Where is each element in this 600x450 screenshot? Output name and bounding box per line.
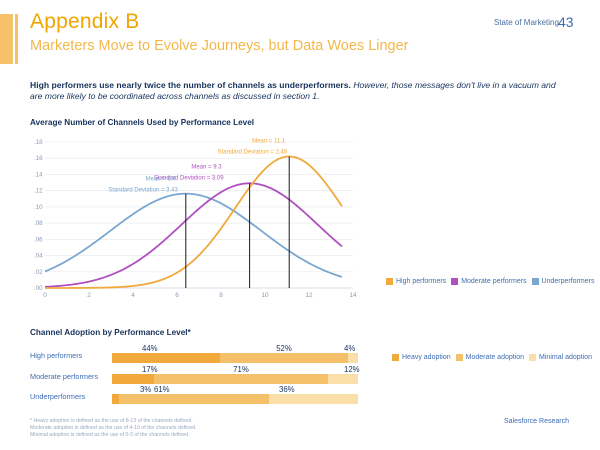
- bar-value-label: 36%: [279, 385, 295, 394]
- x-tick-label: 8: [219, 292, 223, 299]
- footnote-line: Minimal adoption is defined as the use o…: [30, 432, 190, 438]
- accent-bar: [0, 14, 13, 64]
- series-line-high: [44, 155, 343, 289]
- bar-segment: [112, 353, 221, 363]
- source-label: Salesforce Research: [504, 418, 569, 425]
- bar-segment: [220, 353, 349, 363]
- bar-segment: [269, 394, 358, 404]
- chart2-title: Channel Adoption by Performance Level*: [30, 328, 191, 337]
- legend-item-under: Underperformers: [541, 278, 595, 285]
- mean-label: Mean = 6.4: [146, 177, 177, 183]
- series-line-under: [44, 192, 343, 278]
- footnote-line: Moderate adoption is defined as the use …: [30, 425, 197, 431]
- y-tick-label: .10: [34, 204, 43, 211]
- x-tick-label: 10: [261, 292, 269, 299]
- legend-swatch-moderate: [451, 278, 459, 285]
- legend-item-moderate: Moderate performers: [461, 278, 527, 285]
- intro-italic: However, those messages don't live in a …: [30, 80, 556, 101]
- legend-item-moderate-adoption: Moderate adoption: [465, 354, 525, 361]
- page-subtitle: Marketers Move to Evolve Journeys, but D…: [30, 38, 409, 54]
- page-number: 43: [558, 14, 574, 30]
- bar-segment: [119, 394, 270, 404]
- legend-swatch-high: [386, 278, 393, 285]
- bar-value-label: 3%: [140, 385, 152, 394]
- chart1-legend: High performers Moderate performers Unde…: [386, 278, 594, 285]
- bar-value-label: 4%: [344, 344, 356, 353]
- y-tick-label: .18: [34, 139, 43, 146]
- bar-segment: [328, 374, 358, 384]
- y-tick-label: .02: [34, 269, 43, 276]
- y-tick-label: .12: [34, 188, 43, 195]
- series-line-moderate: [44, 182, 343, 288]
- legend-swatch-under: [531, 278, 539, 285]
- bar-segment: [348, 353, 358, 363]
- x-tick-label: 0: [43, 292, 47, 299]
- bar-segment: [112, 374, 154, 384]
- intro-text: High performers use nearly twice the num…: [30, 80, 570, 102]
- y-tick-label: .04: [34, 253, 43, 260]
- bar-value-label: 71%: [233, 365, 249, 374]
- x-tick-label: 14: [349, 292, 357, 299]
- x-tick-label: 6: [175, 292, 179, 299]
- row-label: Underperformers: [30, 392, 86, 401]
- accent-bar-thin: [15, 14, 18, 64]
- footnote-line: * Heavy adoption is defined as the use o…: [30, 418, 193, 424]
- bar-value-label: 44%: [142, 344, 158, 353]
- row-label: Moderate performers: [30, 372, 99, 381]
- bar-value-label: 17%: [142, 365, 158, 374]
- legend-item-heavy: Heavy adoption: [402, 354, 451, 361]
- sd-label: Standard Deviation = 3.43: [108, 188, 178, 194]
- legend-swatch-minimal: [529, 354, 537, 361]
- sd-label: Standard Deviation = 2.46: [218, 149, 288, 155]
- bar-value-label: 52%: [276, 344, 292, 353]
- bar-segment: [112, 394, 120, 404]
- chart1-title: Average Number of Channels Used by Perfo…: [30, 118, 255, 127]
- distribution-chart: .00 .02 .04 .06 .08 .10 .12 .14 .16 .18 0 2 4 6 8 10 12 1…: [34, 138, 357, 299]
- y-tick-label: .06: [34, 236, 43, 243]
- x-tick-label: 2: [87, 292, 91, 299]
- y-tick-label: .00: [34, 285, 43, 292]
- chart2-legend: Heavy adoption Moderate adoption Minimal…: [392, 354, 592, 361]
- x-tick-label: 12: [305, 292, 313, 299]
- x-tick-label: 4: [131, 292, 135, 299]
- y-tick-label: .16: [34, 155, 43, 162]
- sd-label: Standard Deviation = 3.09: [154, 175, 224, 181]
- mean-label: Mean = 9.3: [191, 164, 222, 170]
- brand-label: State of Marketing: [494, 18, 559, 27]
- mean-label: Mean = 11.1: [252, 138, 286, 144]
- bar-value-label: 12%: [344, 365, 360, 374]
- row-label: High performers: [30, 351, 83, 360]
- y-tick-label: .14: [34, 171, 43, 178]
- legend-swatch-moderate-adoption: [455, 354, 463, 361]
- bar-value-label: 61%: [154, 385, 170, 394]
- footnotes: * Heavy adoption is defined as the use o…: [30, 418, 196, 439]
- bar-segment: [153, 374, 329, 384]
- y-tick-label: .08: [34, 220, 43, 227]
- intro-bold: High performers use nearly twice the num…: [30, 80, 351, 90]
- page-title: Appendix B: [30, 10, 140, 33]
- legend-item-high: High performers: [396, 278, 447, 285]
- legend-item-minimal: Minimal adoption: [539, 354, 592, 361]
- legend-swatch-heavy: [392, 354, 399, 361]
